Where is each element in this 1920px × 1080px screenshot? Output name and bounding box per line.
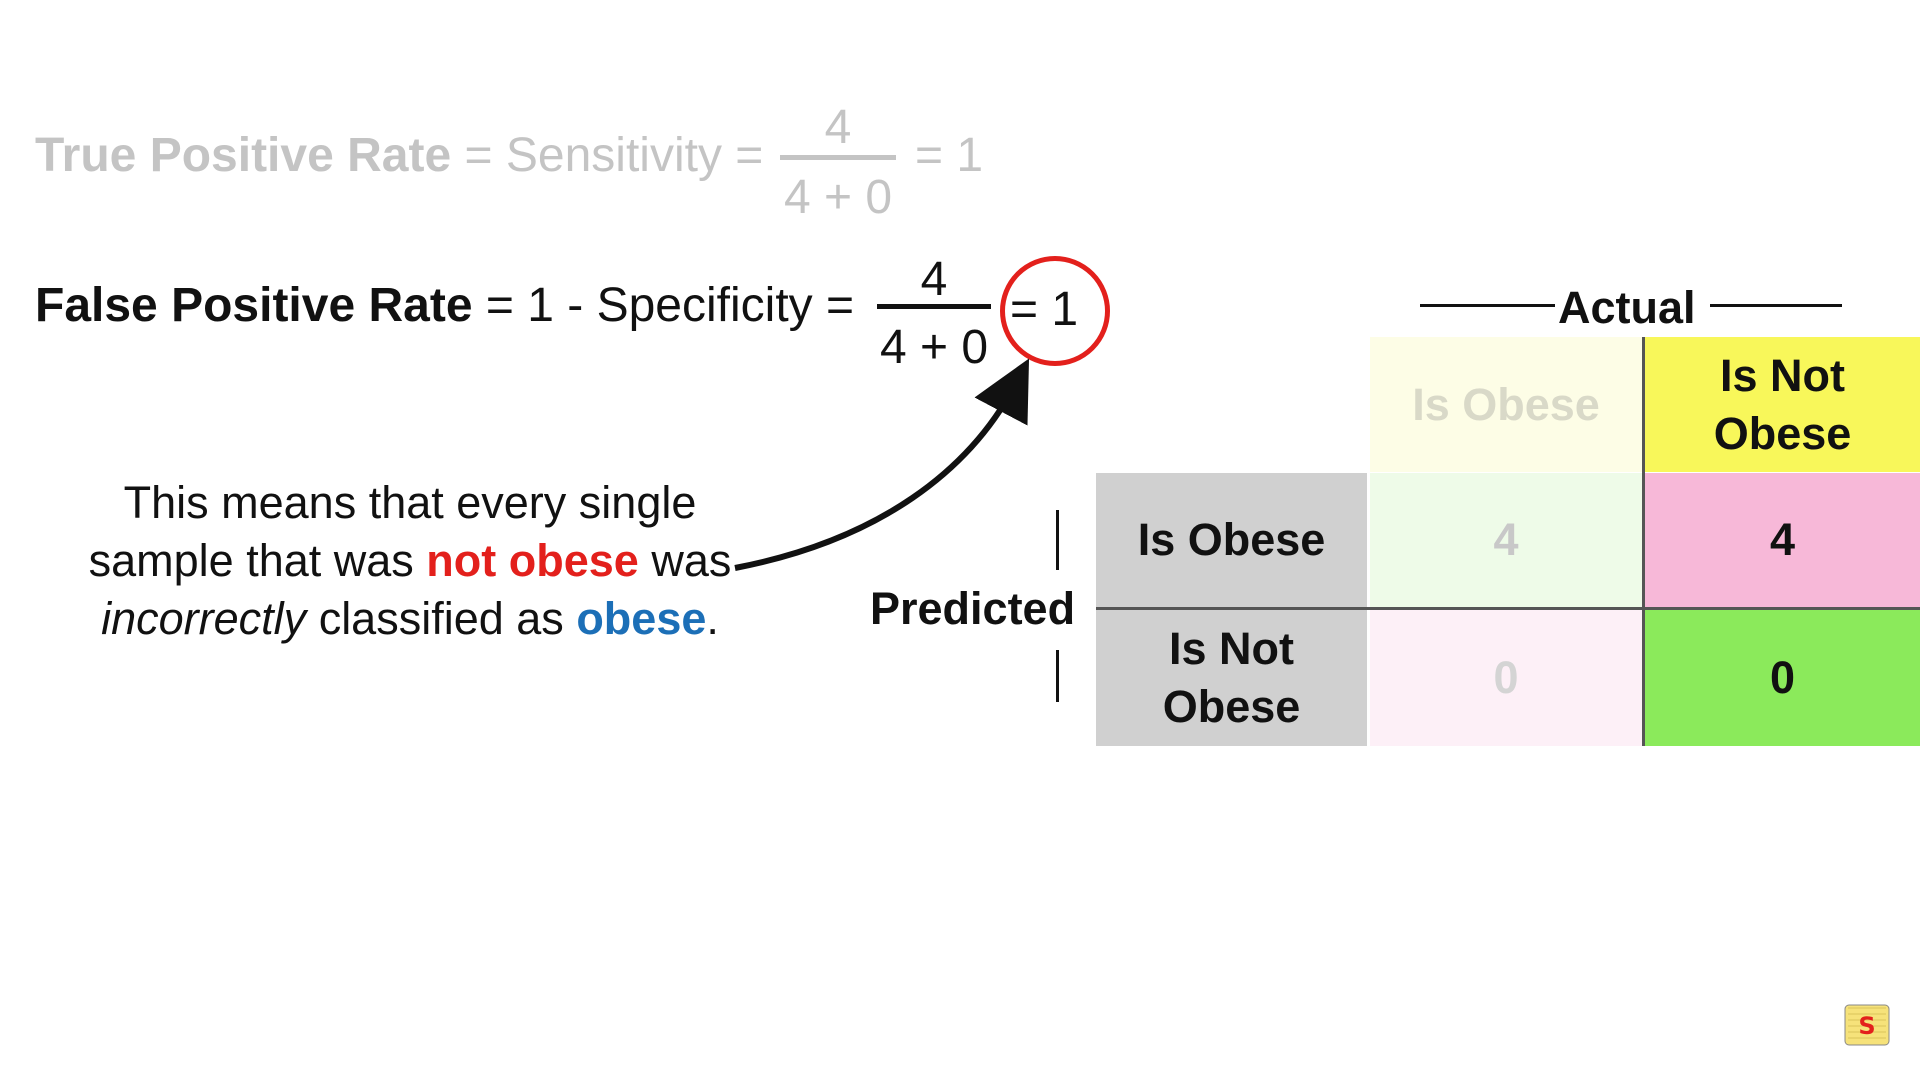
fpr-numerator: 4 xyxy=(920,253,948,306)
svg-text:S: S xyxy=(1858,1012,1875,1040)
fpr-equation: False Positive Rate = 1 - Specificity = xyxy=(35,282,854,330)
tpr-denominator: 4 + 0 xyxy=(783,171,893,224)
row-header-is-obese: Is Obese xyxy=(1096,473,1367,607)
fpr-label: False Positive Rate xyxy=(35,279,473,332)
statquest-logo-icon: S xyxy=(1842,1000,1892,1050)
tpr-fraction-bar xyxy=(780,155,896,160)
cell-true-positive: 4 xyxy=(1370,473,1642,607)
tpr-equation: True Positive Rate = Sensitivity = xyxy=(35,132,763,180)
predicted-label: Predicted xyxy=(870,583,1076,634)
obese-highlight: obese xyxy=(576,593,707,644)
explanation-period: . xyxy=(706,593,719,644)
cell-true-negative: 0 xyxy=(1645,610,1920,746)
explanation-part3: classified as xyxy=(318,593,564,644)
actual-label: Actual xyxy=(1558,282,1696,333)
matrix-row-divider xyxy=(1096,607,1920,610)
explanation-part2: was xyxy=(651,535,732,586)
fpr-denominator: 4 + 0 xyxy=(879,321,989,374)
row-header-is-not-obese: Is Not Obese xyxy=(1096,610,1367,746)
result-highlight-circle xyxy=(1000,256,1110,366)
explanation-text: This means that every single sample that… xyxy=(60,474,760,648)
actual-line-right xyxy=(1710,304,1842,307)
not-obese-highlight: not obese xyxy=(426,535,639,586)
predicted-bracket-top xyxy=(1056,510,1059,570)
matrix-col-divider xyxy=(1642,337,1645,746)
predicted-bracket-bottom xyxy=(1056,650,1059,702)
explanation-part1: This means that every single sample that… xyxy=(88,477,697,586)
tpr-numerator: 4 xyxy=(824,101,852,154)
tpr-result: = 1 xyxy=(915,129,984,182)
fpr-fraction-bar xyxy=(877,304,991,309)
fpr-mid: = 1 - Specificity = xyxy=(485,279,855,332)
col-header-is-not-obese: Is Not Obese xyxy=(1645,337,1920,472)
incorrectly-italic: incorrectly xyxy=(101,593,307,644)
tpr-mid: = Sensitivity = xyxy=(464,129,764,182)
cell-false-positive: 4 xyxy=(1645,473,1920,607)
tpr-label: True Positive Rate xyxy=(35,129,452,182)
col-header-is-obese: Is Obese xyxy=(1370,337,1642,472)
cell-false-negative: 0 xyxy=(1370,610,1642,746)
actual-line-left xyxy=(1420,304,1555,307)
